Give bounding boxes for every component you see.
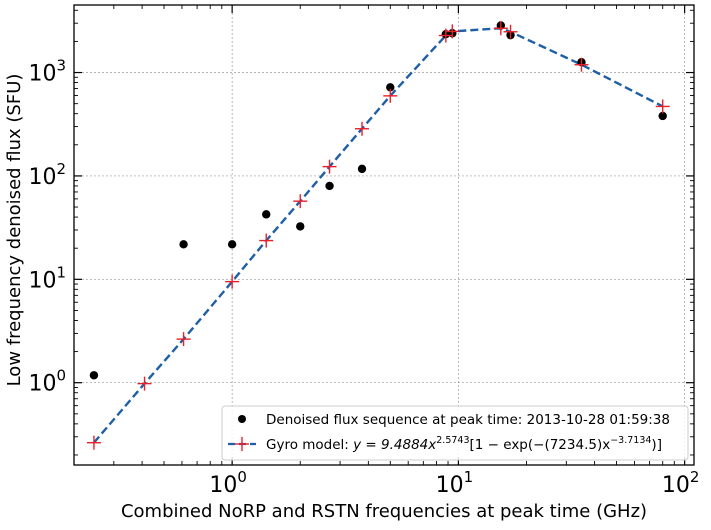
y-tick-exp: 3 <box>56 57 66 75</box>
model-marker <box>574 57 589 72</box>
x-axis-label: Combined NoRP and RSTN frequencies at pe… <box>121 501 647 522</box>
y-tick-label: 101 <box>28 263 66 293</box>
model-marker <box>293 194 308 209</box>
y-tick-base: 10 <box>28 165 56 190</box>
y-tick-base: 10 <box>28 372 56 397</box>
y-tick-label: 100 <box>28 367 66 397</box>
grid-lines <box>74 5 694 465</box>
y-tick-base: 10 <box>28 268 56 293</box>
scatter-point <box>357 164 367 174</box>
x-tick-label: 102 <box>662 468 700 498</box>
x-tick-exp: 0 <box>237 468 247 486</box>
y-tick-label: 102 <box>28 160 66 190</box>
legend-model-marker <box>235 437 249 451</box>
model-marker <box>86 435 101 450</box>
model-marker <box>176 332 191 347</box>
scatter-point <box>89 371 99 380</box>
model-marker <box>503 24 518 39</box>
legend-model-prefix: Gyro model: <box>266 437 353 453</box>
x-tick-label: 101 <box>436 468 474 498</box>
model-line <box>92 27 664 444</box>
y-tick-base: 10 <box>28 62 56 87</box>
legend-label-model: Gyro model: y = 9.4884x2.5743[1 − exp(−(… <box>266 435 662 453</box>
data-layer <box>86 21 670 450</box>
model-marker <box>259 233 274 248</box>
model-marker <box>225 274 240 289</box>
y-tick-exp: 0 <box>56 367 66 385</box>
y-axis-label: Low frequency denoised flux (SFU) <box>4 74 25 387</box>
legend-box <box>221 405 689 461</box>
scatter-point <box>179 240 188 249</box>
axis-ticks <box>73 5 694 465</box>
x-tick-base: 10 <box>662 473 690 498</box>
scatter-point <box>386 83 395 92</box>
legend-model-math: y = 9.4884x <box>352 437 437 453</box>
legend: Denoised flux sequence at peak time: 201… <box>221 405 689 461</box>
legend-model-exp1: 2.5743 <box>436 435 469 446</box>
scatter-point <box>658 111 667 121</box>
y-tick-label: 103 <box>28 57 66 87</box>
x-tick-exp: 1 <box>464 468 474 486</box>
model-marker <box>355 121 370 136</box>
legend-model-mid: [1 − exp(−(7234.5)x <box>470 437 611 453</box>
legend-model-exp2: −3.7134 <box>610 435 651 446</box>
x-tick-base: 10 <box>436 473 464 498</box>
x-tick-label: 100 <box>209 468 247 498</box>
scatter-point <box>296 222 305 231</box>
legend-entry-model: Gyro model: y = 9.4884x2.5743[1 − exp(−(… <box>228 435 662 453</box>
y-tick-exp: 2 <box>56 160 66 178</box>
model-marker <box>383 88 398 103</box>
x-tick-exp: 2 <box>690 468 700 486</box>
scatter-point <box>227 240 237 249</box>
model-marker <box>655 99 670 114</box>
legend-entry-scatter: Denoised flux sequence at peak time: 201… <box>238 412 670 428</box>
legend-label-scatter: Denoised flux sequence at peak time: 201… <box>266 412 670 428</box>
y-tick-exp: 1 <box>56 263 66 281</box>
model-marker <box>445 24 460 39</box>
legend-scatter-marker <box>238 415 246 423</box>
model-marker <box>493 21 508 36</box>
model-marker <box>137 376 152 391</box>
plot-frame <box>73 4 695 466</box>
x-tick-base: 10 <box>209 473 237 498</box>
scatter-point <box>325 181 334 191</box>
legend-model-end: )] <box>651 437 662 453</box>
scatter-point <box>262 210 271 219</box>
model-marker <box>322 159 337 174</box>
